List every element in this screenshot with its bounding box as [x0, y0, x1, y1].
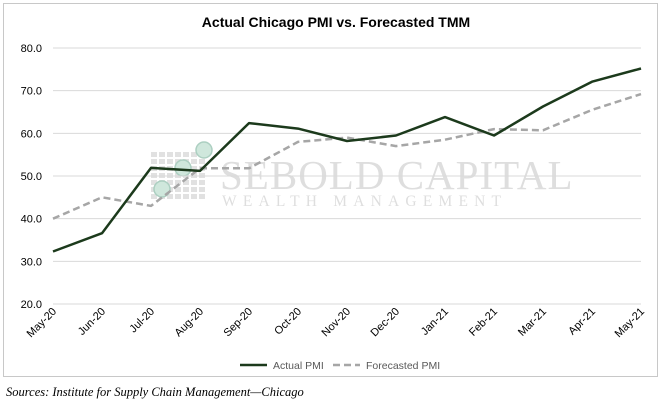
y-tick-label: 40.0	[21, 214, 42, 226]
watermark-grid-cell	[159, 159, 165, 164]
watermark-grid-cell	[191, 187, 197, 192]
watermark-grid-cell	[191, 152, 197, 157]
watermark-grid-cell	[167, 180, 173, 185]
watermark-grid-cell	[151, 180, 157, 185]
x-tick-label: Nov-20	[320, 306, 354, 340]
watermark-grid-cell	[159, 152, 165, 157]
legend-label: Forecasted PMI	[366, 360, 440, 372]
watermark-grid-cell	[151, 194, 157, 199]
watermark-grid-cell	[183, 187, 189, 192]
x-tick-label: Apr-21	[566, 306, 598, 338]
watermark-grid-cell	[175, 180, 181, 185]
watermark-grid-cell	[191, 180, 197, 185]
x-tick-label: Oct-20	[272, 306, 304, 338]
y-tick-label: 20.0	[21, 299, 42, 311]
watermark-grid-cell	[199, 159, 205, 164]
watermark-grid-cell	[167, 159, 173, 164]
y-tick-label: 50.0	[21, 171, 42, 183]
x-tick-label: Aug-20	[173, 306, 207, 340]
watermark-grid-cell	[167, 194, 173, 199]
y-axis-tick-labels: 20.0 30.0 40.0 50.0 60.0 70.0 80.0	[21, 43, 42, 311]
watermark-grid-cell	[167, 152, 173, 157]
y-tick-label: 80.0	[21, 43, 42, 55]
watermark-text-line1: SEBOLD CAPITAL	[220, 152, 574, 198]
x-tick-label: Jun-20	[76, 306, 108, 338]
watermark-grid-cell	[199, 180, 205, 185]
x-tick-label: Jul-20	[127, 306, 157, 336]
watermark-sphere-3	[195, 141, 213, 159]
watermark-grid-cell	[183, 152, 189, 157]
x-tick-label: Mar-21	[516, 306, 549, 339]
watermark-grid-cell	[199, 194, 205, 199]
x-tick-label: Sep-20	[222, 306, 256, 340]
x-tick-label: Jan-21	[419, 306, 451, 338]
watermark-grid-cell	[183, 180, 189, 185]
chart-frame	[3, 3, 658, 377]
chart-title: Actual Chicago PMI vs. Forecasted TMM	[202, 14, 470, 30]
watermark-grid-cell	[151, 152, 157, 157]
watermark-grid-cell	[183, 194, 189, 199]
chart: Actual Chicago PMI vs. Forecasted TMM SE…	[21, 14, 648, 372]
watermark-text-line2: WEALTH MANAGEMENT	[222, 193, 507, 210]
source-note: Sources: Institute for Supply Chain Mana…	[6, 385, 304, 399]
watermark-grid-cell	[175, 152, 181, 157]
x-axis-tick-labels: May-20 Jun-20 Jul-20 Aug-20 Sep-20 Oct-20 Nov-…	[25, 306, 647, 340]
watermark-grid-cell	[199, 187, 205, 192]
watermark-grid-cell	[191, 166, 197, 171]
gridlines	[53, 47, 641, 305]
y-tick-label: 70.0	[21, 86, 42, 98]
watermark-grid-cell	[151, 159, 157, 164]
y-tick-label: 60.0	[21, 128, 42, 140]
x-tick-label: May-21	[613, 306, 647, 340]
x-tick-label: Dec-20	[369, 306, 403, 340]
series-lines	[52, 67, 642, 253]
x-tick-label: Feb-21	[467, 306, 500, 339]
watermark-sphere-2	[174, 159, 192, 177]
watermark-grid-cell	[175, 187, 181, 192]
watermark-grid-cell	[191, 159, 197, 164]
y-tick-label: 30.0	[21, 256, 42, 268]
legend-label: Actual PMI	[273, 360, 324, 372]
legend: Actual PMI Forecasted PMI	[240, 360, 440, 372]
watermark-grid-cell	[191, 194, 197, 199]
watermark-grid-cell	[175, 194, 181, 199]
